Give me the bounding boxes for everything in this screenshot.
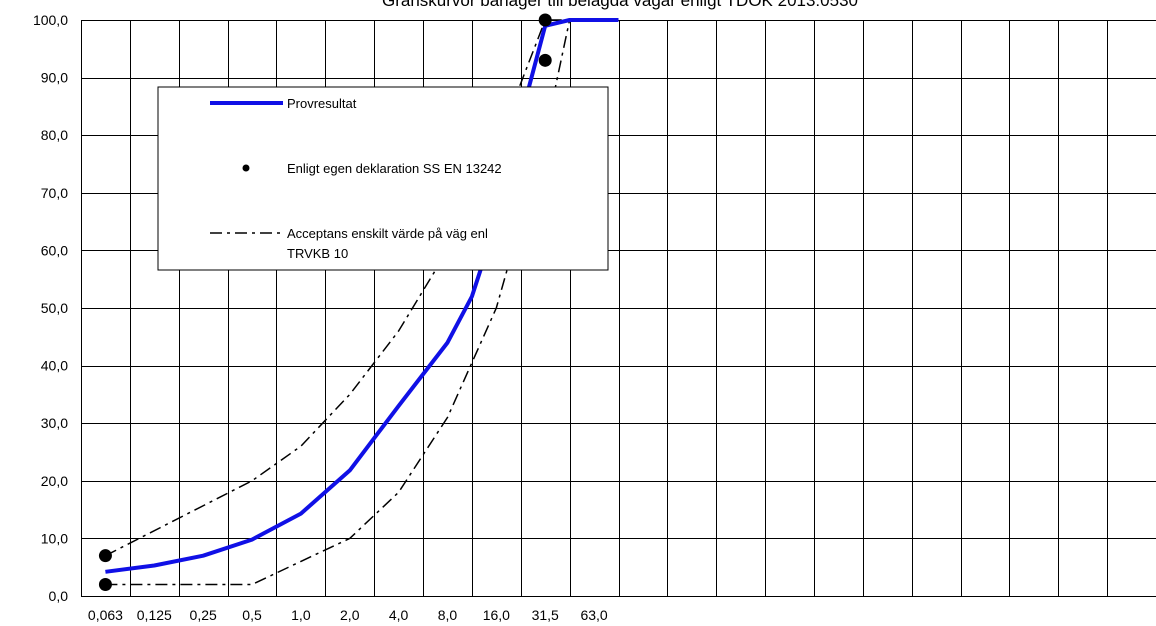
y-tick-label: 50,0 (41, 300, 68, 316)
x-tick-label: 8,0 (438, 607, 458, 623)
y-tick-label: 20,0 (41, 473, 68, 489)
x-tick-label: 16,0 (483, 607, 510, 623)
sample-result-line (105, 18, 619, 574)
legend-label-acceptans-line1: Acceptans enskilt värde på väg enl (287, 226, 488, 241)
x-tick-label: 0,5 (242, 607, 262, 623)
x-axis-ticks: 0,063 0,125 0,25 0,5 1,0 2,0 4,0 8,0 16,0 31,5 63,… (88, 607, 608, 623)
y-tick-label: 100,0 (33, 12, 68, 28)
x-tick-label: 0,125 (137, 607, 172, 623)
legend-label-deklaration: Enligt egen deklaration SS EN 13242 (287, 161, 502, 176)
y-tick-label: 0,0 (49, 588, 69, 604)
y-tick-label: 40,0 (41, 358, 68, 374)
y-tick-label: 70,0 (41, 185, 68, 201)
chart-title: Gränskurvor bärlager till belagda vägar … (382, 0, 858, 10)
y-tick-label: 90,0 (41, 70, 68, 86)
x-tick-label: 63,0 (580, 607, 607, 623)
y-tick-label: 30,0 (41, 415, 68, 431)
declaration-point (538, 13, 552, 27)
legend-label-acceptans-line2: TRVKB 10 (287, 246, 348, 261)
y-tick-label: 60,0 (41, 242, 68, 258)
declaration-point (538, 53, 552, 67)
declaration-point (98, 577, 112, 591)
acceptance-limit-line (105, 19, 619, 586)
legend: Provresultat Enligt egen deklaration SS … (157, 86, 609, 271)
legend-swatch-deklaration (242, 164, 250, 172)
legend-box (157, 86, 609, 271)
x-tick-label: 0,063 (88, 607, 123, 623)
x-tick-label: 2,0 (340, 607, 360, 623)
x-tick-label: 31,5 (532, 607, 559, 623)
acceptance-limit-line (105, 19, 619, 557)
y-axis-ticks: 0,0 10,0 20,0 30,0 40,0 50,0 60,0 70,0 80,0 90,0 1… (33, 12, 68, 604)
x-tick-label: 4,0 (389, 607, 409, 623)
y-tick-label: 80,0 (41, 127, 68, 143)
declaration-point (98, 549, 112, 563)
x-tick-label: 1,0 (291, 607, 311, 623)
legend-label-provresultat: Provresultat (287, 96, 357, 111)
y-tick-label: 10,0 (41, 530, 68, 546)
x-tick-label: 0,25 (190, 607, 217, 623)
